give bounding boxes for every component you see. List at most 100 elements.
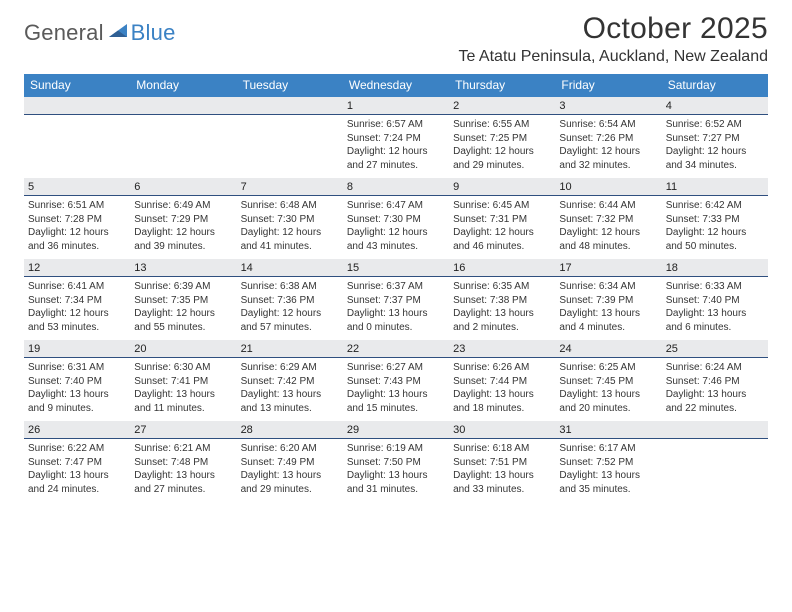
- week-row: 19Sunrise: 6:31 AMSunset: 7:40 PMDayligh…: [24, 340, 768, 421]
- sunrise-line: Sunrise: 6:19 AM: [347, 442, 445, 456]
- sunset-line: Sunset: 7:30 PM: [241, 213, 339, 227]
- daylight-line: Daylight: 13 hours: [559, 307, 657, 321]
- day-body: Sunrise: 6:57 AMSunset: 7:24 PMDaylight:…: [343, 115, 449, 178]
- sunset-line: Sunset: 7:26 PM: [559, 132, 657, 146]
- day-body: Sunrise: 6:26 AMSunset: 7:44 PMDaylight:…: [449, 358, 555, 421]
- daylight-line: and 29 minutes.: [453, 159, 551, 173]
- sunset-line: Sunset: 7:31 PM: [453, 213, 551, 227]
- daylight-line: and 32 minutes.: [559, 159, 657, 173]
- daylight-line: Daylight: 12 hours: [347, 226, 445, 240]
- daylight-line: Daylight: 13 hours: [134, 469, 232, 483]
- day-body: Sunrise: 6:20 AMSunset: 7:49 PMDaylight:…: [237, 439, 343, 502]
- sunrise-line: Sunrise: 6:45 AM: [453, 199, 551, 213]
- day-body: Sunrise: 6:45 AMSunset: 7:31 PMDaylight:…: [449, 196, 555, 259]
- day-cell: [130, 97, 236, 178]
- day-number: 11: [662, 178, 768, 196]
- daylight-line: Daylight: 13 hours: [666, 307, 764, 321]
- day-number: 24: [555, 340, 661, 358]
- day-number: 26: [24, 421, 130, 439]
- sunset-line: Sunset: 7:39 PM: [559, 294, 657, 308]
- day-body: Sunrise: 6:24 AMSunset: 7:46 PMDaylight:…: [662, 358, 768, 421]
- daylight-line: and 48 minutes.: [559, 240, 657, 254]
- sunrise-line: Sunrise: 6:29 AM: [241, 361, 339, 375]
- daylight-line: Daylight: 13 hours: [241, 469, 339, 483]
- daylight-line: and 46 minutes.: [453, 240, 551, 254]
- day-number: [237, 97, 343, 115]
- sunset-line: Sunset: 7:40 PM: [28, 375, 126, 389]
- day-cell: 18Sunrise: 6:33 AMSunset: 7:40 PMDayligh…: [662, 259, 768, 340]
- day-body: Sunrise: 6:19 AMSunset: 7:50 PMDaylight:…: [343, 439, 449, 502]
- day-cell: 24Sunrise: 6:25 AMSunset: 7:45 PMDayligh…: [555, 340, 661, 421]
- calendar-weeks: 1Sunrise: 6:57 AMSunset: 7:24 PMDaylight…: [24, 97, 768, 502]
- daylight-line: Daylight: 13 hours: [453, 388, 551, 402]
- top-bar: General Blue October 2025 Te Atatu Penin…: [24, 12, 768, 66]
- day-body: Sunrise: 6:51 AMSunset: 7:28 PMDaylight:…: [24, 196, 130, 259]
- day-cell: 21Sunrise: 6:29 AMSunset: 7:42 PMDayligh…: [237, 340, 343, 421]
- sunset-line: Sunset: 7:29 PM: [134, 213, 232, 227]
- weekday-header: Tuesday: [237, 74, 343, 97]
- sunset-line: Sunset: 7:38 PM: [453, 294, 551, 308]
- day-body: Sunrise: 6:39 AMSunset: 7:35 PMDaylight:…: [130, 277, 236, 340]
- day-number: 27: [130, 421, 236, 439]
- calendar: SundayMondayTuesdayWednesdayThursdayFrid…: [24, 74, 768, 502]
- daylight-line: Daylight: 13 hours: [28, 469, 126, 483]
- daylight-line: and 11 minutes.: [134, 402, 232, 416]
- daylight-line: and 13 minutes.: [241, 402, 339, 416]
- sunset-line: Sunset: 7:28 PM: [28, 213, 126, 227]
- day-body: [130, 115, 236, 177]
- day-number: 1: [343, 97, 449, 115]
- day-body: Sunrise: 6:27 AMSunset: 7:43 PMDaylight:…: [343, 358, 449, 421]
- brand-part2: Blue: [131, 20, 176, 46]
- day-body: Sunrise: 6:17 AMSunset: 7:52 PMDaylight:…: [555, 439, 661, 502]
- daylight-line: Daylight: 13 hours: [28, 388, 126, 402]
- day-cell: 20Sunrise: 6:30 AMSunset: 7:41 PMDayligh…: [130, 340, 236, 421]
- day-number: 14: [237, 259, 343, 277]
- daylight-line: Daylight: 12 hours: [559, 226, 657, 240]
- day-number: 20: [130, 340, 236, 358]
- sunset-line: Sunset: 7:41 PM: [134, 375, 232, 389]
- sunrise-line: Sunrise: 6:24 AM: [666, 361, 764, 375]
- sunrise-line: Sunrise: 6:41 AM: [28, 280, 126, 294]
- day-body: Sunrise: 6:18 AMSunset: 7:51 PMDaylight:…: [449, 439, 555, 502]
- day-body: Sunrise: 6:22 AMSunset: 7:47 PMDaylight:…: [24, 439, 130, 502]
- sunrise-line: Sunrise: 6:35 AM: [453, 280, 551, 294]
- daylight-line: and 29 minutes.: [241, 483, 339, 497]
- weekday-header: Sunday: [24, 74, 130, 97]
- daylight-line: and 18 minutes.: [453, 402, 551, 416]
- sunset-line: Sunset: 7:35 PM: [134, 294, 232, 308]
- location-subtitle: Te Atatu Peninsula, Auckland, New Zealan…: [458, 48, 768, 66]
- daylight-line: and 53 minutes.: [28, 321, 126, 335]
- brand-part1: General: [24, 20, 104, 46]
- day-body: [662, 439, 768, 501]
- sunrise-line: Sunrise: 6:26 AM: [453, 361, 551, 375]
- day-number: 5: [24, 178, 130, 196]
- sunset-line: Sunset: 7:33 PM: [666, 213, 764, 227]
- day-number: 12: [24, 259, 130, 277]
- day-body: Sunrise: 6:55 AMSunset: 7:25 PMDaylight:…: [449, 115, 555, 178]
- day-number: 21: [237, 340, 343, 358]
- day-number: 3: [555, 97, 661, 115]
- sunrise-line: Sunrise: 6:20 AM: [241, 442, 339, 456]
- day-cell: 14Sunrise: 6:38 AMSunset: 7:36 PMDayligh…: [237, 259, 343, 340]
- day-body: Sunrise: 6:49 AMSunset: 7:29 PMDaylight:…: [130, 196, 236, 259]
- daylight-line: and 22 minutes.: [666, 402, 764, 416]
- sunrise-line: Sunrise: 6:55 AM: [453, 118, 551, 132]
- weekday-header: Wednesday: [343, 74, 449, 97]
- day-cell: 19Sunrise: 6:31 AMSunset: 7:40 PMDayligh…: [24, 340, 130, 421]
- day-cell: 8Sunrise: 6:47 AMSunset: 7:30 PMDaylight…: [343, 178, 449, 259]
- daylight-line: and 0 minutes.: [347, 321, 445, 335]
- week-row: 5Sunrise: 6:51 AMSunset: 7:28 PMDaylight…: [24, 178, 768, 259]
- daylight-line: and 31 minutes.: [347, 483, 445, 497]
- sunset-line: Sunset: 7:40 PM: [666, 294, 764, 308]
- day-number: 8: [343, 178, 449, 196]
- week-row: 26Sunrise: 6:22 AMSunset: 7:47 PMDayligh…: [24, 421, 768, 502]
- sunset-line: Sunset: 7:42 PM: [241, 375, 339, 389]
- day-cell: 22Sunrise: 6:27 AMSunset: 7:43 PMDayligh…: [343, 340, 449, 421]
- day-cell: 27Sunrise: 6:21 AMSunset: 7:48 PMDayligh…: [130, 421, 236, 502]
- day-number: 10: [555, 178, 661, 196]
- sunset-line: Sunset: 7:27 PM: [666, 132, 764, 146]
- sunset-line: Sunset: 7:47 PM: [28, 456, 126, 470]
- day-cell: 2Sunrise: 6:55 AMSunset: 7:25 PMDaylight…: [449, 97, 555, 178]
- day-cell: 17Sunrise: 6:34 AMSunset: 7:39 PMDayligh…: [555, 259, 661, 340]
- day-cell: 4Sunrise: 6:52 AMSunset: 7:27 PMDaylight…: [662, 97, 768, 178]
